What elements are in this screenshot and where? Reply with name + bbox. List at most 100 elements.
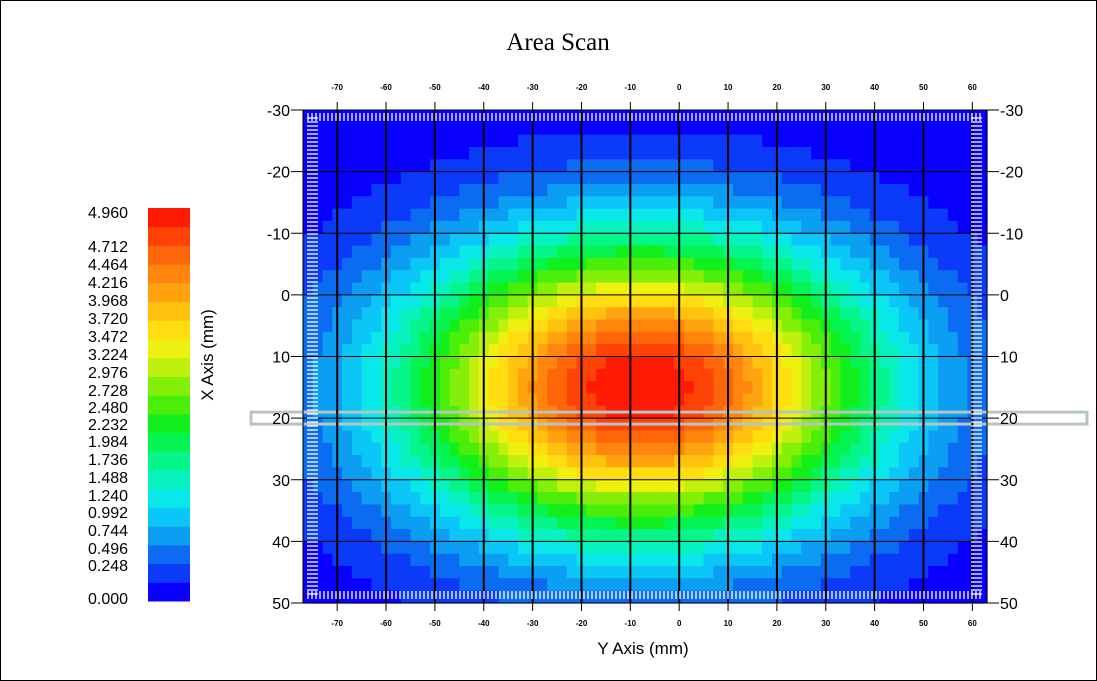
heatmap-cell <box>596 270 607 284</box>
heatmap-cell <box>517 467 529 481</box>
heatmap-cell <box>938 270 949 284</box>
heatmap-cell <box>596 516 607 530</box>
heatmap-cell <box>342 455 353 469</box>
heatmap-cell <box>469 590 480 604</box>
heatmap-cell <box>596 356 607 370</box>
heatmap-cell <box>351 467 363 481</box>
heatmap-cell <box>361 455 372 469</box>
heatmap-cell <box>791 344 802 358</box>
heatmap-cell <box>498 553 509 567</box>
heatmap-cell <box>537 233 548 247</box>
heatmap-cell <box>537 257 548 271</box>
heatmap-cell <box>977 455 988 469</box>
heatmap-cell <box>390 578 402 592</box>
heatmap-cell <box>557 196 568 210</box>
heatmap-cell <box>938 492 949 505</box>
heatmap-cell <box>791 282 802 296</box>
heatmap-cell <box>811 122 822 136</box>
heatmap-cell <box>390 122 402 136</box>
heatmap-cell <box>938 479 949 493</box>
heatmap-cell <box>322 282 333 296</box>
heatmap-cell <box>322 381 333 395</box>
heatmap-cell <box>742 159 754 173</box>
legend-label: 4.712 <box>88 239 128 256</box>
heatmap-cell <box>693 442 705 456</box>
heatmap-cell <box>469 553 480 567</box>
heatmap-cell <box>938 356 949 370</box>
heatmap-cell <box>830 233 842 247</box>
heatmap-cell <box>420 220 431 234</box>
heatmap-cell <box>859 430 871 444</box>
heatmap-cell <box>420 541 431 555</box>
legend-label: 0.744 <box>88 523 128 540</box>
heatmap-cell <box>517 529 529 542</box>
heatmap-cell <box>361 183 372 197</box>
heatmap-cell <box>879 183 890 197</box>
heatmap-cell <box>801 134 812 148</box>
heatmap-cell <box>752 183 763 197</box>
heatmap-cell <box>557 331 568 345</box>
heatmap-cell <box>752 220 763 234</box>
heatmap-cell <box>859 307 871 321</box>
heatmap-cell <box>879 492 890 505</box>
heatmap-cell <box>517 492 529 505</box>
heatmap-cell <box>566 257 578 271</box>
heatmap-cell <box>947 541 959 555</box>
heatmap-cell <box>557 566 568 579</box>
heatmap-cell <box>684 134 695 148</box>
heatmap-cell <box>312 220 324 234</box>
heatmap-cell <box>596 183 607 197</box>
heatmap-cell <box>899 553 910 567</box>
heatmap-cell <box>547 220 558 234</box>
heatmap-cell <box>684 245 695 259</box>
heatmap-cell <box>449 529 460 542</box>
heatmap-cell <box>557 344 568 358</box>
heatmap-cell <box>596 455 607 469</box>
selected-row-highlight[interactable] <box>249 410 1089 426</box>
heatmap-cell <box>752 442 763 456</box>
heatmap-cell <box>469 368 480 382</box>
heatmap-cell <box>459 566 470 579</box>
heatmap-cell <box>850 553 861 567</box>
heatmap-cell <box>645 307 656 321</box>
heatmap-cell <box>859 245 871 259</box>
heatmap-cell <box>312 257 324 271</box>
heatmap-cell <box>361 492 372 505</box>
heatmap-cell <box>791 553 802 567</box>
heatmap-cell <box>439 307 451 321</box>
heatmap-cell <box>850 344 861 358</box>
heatmap-cell <box>684 442 695 456</box>
heatmap-cell <box>508 159 519 173</box>
heatmap-cell <box>801 590 812 604</box>
heatmap-cell <box>840 183 851 197</box>
heatmap-cell <box>899 257 910 271</box>
heatmap-cell <box>469 356 480 370</box>
heatmap-cell <box>947 208 959 222</box>
heatmap-cell <box>469 381 480 395</box>
heatmap-cell <box>801 146 812 160</box>
heatmap-cell <box>390 393 402 407</box>
heatmap-cell <box>645 134 656 148</box>
heatmap-cell <box>703 294 714 308</box>
heatmap-cell <box>605 590 617 604</box>
heatmap-cell <box>859 122 871 136</box>
heatmap-cell <box>645 368 656 382</box>
heatmap-cell <box>459 381 470 395</box>
heatmap-cell <box>850 183 861 197</box>
heatmap-cell <box>645 294 656 308</box>
heatmap-cell <box>889 368 900 382</box>
heatmap-cell <box>439 233 451 247</box>
heatmap-cell <box>303 578 314 592</box>
heatmap-cell <box>605 282 617 296</box>
heatmap-cell <box>615 381 627 395</box>
heatmap-cell <box>420 529 431 542</box>
heatmap-cell <box>899 479 910 493</box>
heatmap-cell <box>488 504 500 518</box>
heatmap-cell <box>801 171 812 185</box>
heatmap-cell <box>469 183 480 197</box>
heatmap-cell <box>879 381 890 395</box>
heatmap-cell <box>830 159 842 173</box>
heatmap-cell <box>859 492 871 505</box>
heatmap-cell <box>801 393 812 407</box>
heatmap-cell <box>840 479 851 493</box>
